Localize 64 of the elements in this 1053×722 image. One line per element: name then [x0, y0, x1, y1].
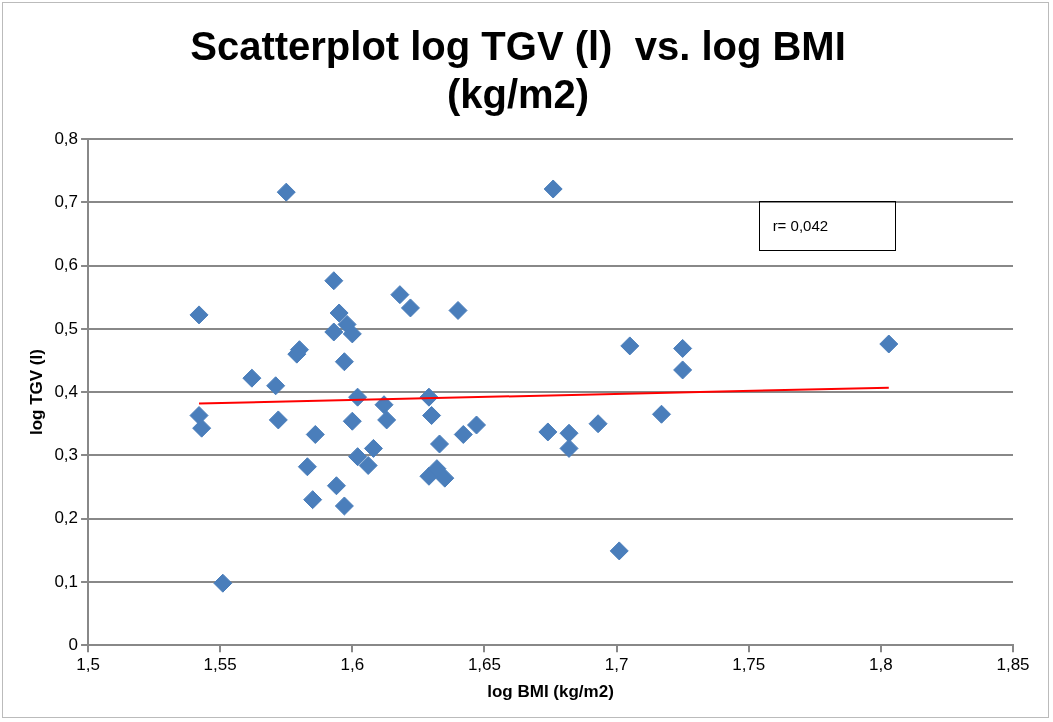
point [276, 182, 296, 202]
point [422, 406, 442, 426]
point [363, 438, 383, 458]
point [324, 322, 344, 342]
x-tick-label: 1,6 [340, 655, 365, 675]
annotation: r= 0,042 [772, 217, 829, 235]
point [390, 285, 410, 305]
point [242, 368, 262, 388]
point [448, 300, 468, 320]
y-tick-label: 0,6 [54, 255, 79, 275]
y-tick-label: 0,1 [54, 571, 79, 591]
point [559, 423, 579, 443]
point [192, 418, 212, 438]
point [348, 447, 368, 467]
point [673, 338, 693, 358]
point [543, 179, 563, 199]
point [303, 490, 323, 510]
point [400, 298, 420, 318]
point [213, 573, 233, 593]
x-axis-title: log BMI (kg/m2) [487, 682, 614, 702]
point [326, 476, 346, 496]
point [334, 352, 354, 372]
point [329, 303, 349, 323]
point [609, 541, 629, 561]
point [673, 360, 693, 380]
point [559, 438, 579, 458]
x-tick-label: 1,7 [604, 655, 629, 675]
point [342, 324, 362, 344]
point [453, 424, 473, 444]
point [435, 468, 455, 488]
y-tick-label: 0,4 [54, 381, 79, 401]
point [189, 305, 209, 325]
point [430, 434, 450, 454]
point [342, 411, 362, 431]
point [538, 422, 558, 442]
point [467, 415, 487, 435]
y-tick-label: 0,5 [54, 318, 79, 338]
y-tick-label: 0,2 [54, 508, 79, 528]
point [620, 336, 640, 356]
chart-title: Scatterplot log TGV (l) vs. log BMI (kg/m2) [190, 24, 846, 117]
x-tick-label: 1,85 [996, 655, 1030, 675]
x-tick-label: 1,55 [203, 655, 237, 675]
point [588, 414, 608, 434]
x-tick-label: 1,75 [732, 655, 766, 675]
point [879, 334, 899, 354]
x-tick-label: 1,8 [869, 655, 893, 675]
x-tick-label: 1,5 [76, 655, 100, 675]
point [324, 271, 344, 291]
point [652, 404, 672, 424]
y-tick-label: 0,7 [54, 191, 79, 211]
point [268, 410, 288, 430]
point [305, 424, 325, 444]
y-tick-label: 0 [68, 634, 79, 654]
point [427, 459, 447, 479]
y-tick-label: 0,3 [54, 445, 79, 465]
point [374, 395, 394, 415]
point [334, 496, 354, 516]
point [297, 457, 317, 477]
x-tick-label: 1,65 [467, 655, 501, 675]
y-axis-title: log TGV (l) [26, 349, 46, 436]
y-tick-label: 0,8 [54, 128, 79, 148]
point [266, 376, 286, 396]
point [358, 456, 378, 475]
point [377, 410, 397, 430]
